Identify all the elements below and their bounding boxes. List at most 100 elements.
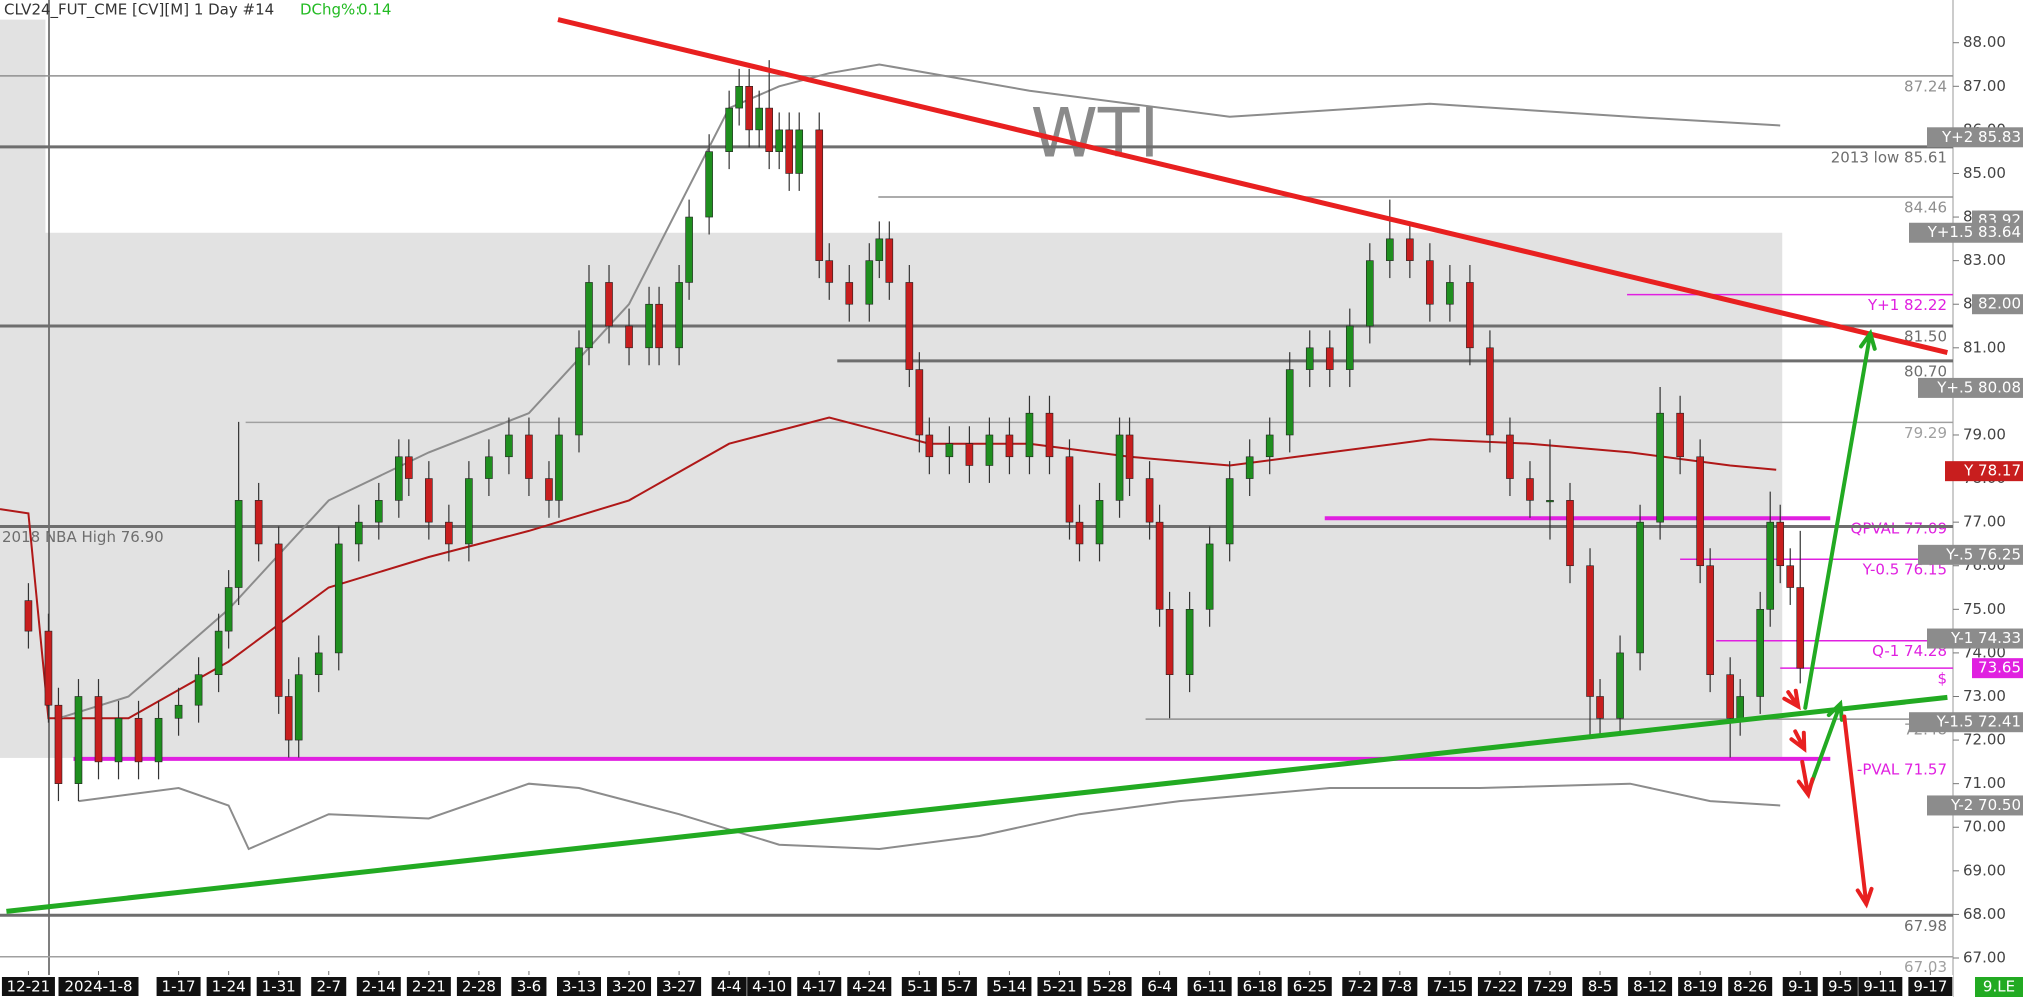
x-tick-label: 5-14 (992, 978, 1026, 996)
x-tick-box (1678, 977, 1723, 996)
candle-body (1596, 696, 1604, 719)
candle-body (725, 107, 733, 152)
candle-body (154, 717, 163, 763)
price-mark-label: Y+.5 80.08 (1936, 378, 2021, 396)
candle-body (555, 434, 563, 501)
candle-body (1205, 543, 1214, 610)
x-tick-box (1782, 977, 1818, 996)
projection-arrow (1789, 729, 1807, 753)
candle-body (925, 434, 934, 458)
y-tick-label: 67.00 (1963, 949, 2006, 967)
watermark: WTI (1031, 95, 1160, 174)
candle-body (485, 456, 493, 479)
candle-body (445, 521, 453, 545)
level-label: 80.70 (1904, 362, 1947, 380)
x-tick-label: 7-22 (1483, 978, 1517, 996)
level-label: Y-0.5 76.15 (1862, 561, 1947, 579)
candle-body (525, 434, 533, 479)
candle-body (545, 478, 553, 501)
price-mark-label: 82.00 (1978, 295, 2021, 313)
y-tick-label: 85.00 (1963, 164, 2006, 182)
candle-body (625, 325, 633, 349)
x-tick-box (511, 977, 547, 996)
candle-body (1125, 434, 1134, 479)
badge-box (1975, 977, 2023, 997)
candle-body (395, 456, 403, 501)
x-tick-label: 4-4 (717, 978, 742, 996)
indicator-line (0, 416, 1777, 720)
candle-body (1285, 369, 1294, 436)
projection-arrow (1809, 699, 1844, 786)
x-tick-label: 7-2 (1348, 978, 1373, 996)
y-tick-label: 77.00 (1963, 513, 2006, 531)
candle-body (845, 282, 854, 305)
candle-body (234, 500, 243, 588)
candle-body (1546, 500, 1554, 503)
badge-label: 9.LE (1983, 978, 2015, 996)
x-tick-label: 12-21 (7, 978, 51, 996)
candle-body (44, 630, 53, 706)
y-tick-label: 88.00 (1963, 33, 2006, 51)
level-label: 81.50 (1904, 328, 1947, 346)
candle-body (284, 696, 293, 741)
level-label: $ (1937, 670, 1947, 688)
y-tick-label: 69.00 (1963, 861, 2006, 879)
x-tick-label: 3-27 (662, 978, 696, 996)
candle-body (775, 129, 783, 152)
candle-body (585, 282, 593, 349)
projection-arrow (1803, 328, 1877, 710)
x-tick-box (1037, 977, 1082, 996)
candle-body (1446, 282, 1454, 305)
level-label: 67.03 (1904, 958, 1947, 976)
x-tick-box (657, 977, 702, 996)
x-tick-label: 6-4 (1147, 978, 1172, 996)
x-tick-label: 4-17 (802, 978, 836, 996)
x-tick-box (1342, 977, 1378, 996)
x-tick-label: 7-15 (1433, 978, 1467, 996)
candle-body (1366, 260, 1374, 327)
candle-body (915, 369, 924, 436)
x-tick-box (847, 977, 892, 996)
candle-body (735, 85, 743, 109)
candle-body (354, 521, 363, 545)
candle-body (1526, 478, 1534, 501)
candle-body (765, 107, 773, 152)
price-mark-label: Y-1 74.33 (1950, 629, 2021, 647)
candle-body (865, 260, 874, 305)
x-tick-box (58, 977, 139, 996)
candle-body (1796, 587, 1805, 669)
level-label: 87.24 (1904, 77, 1947, 95)
candle-body (254, 500, 263, 545)
candle-body (1185, 609, 1194, 675)
price-mark-box (1927, 127, 2023, 148)
x-tick-box (456, 977, 501, 996)
candle-body (1566, 500, 1574, 567)
level-label: Y+1 82.22 (1867, 296, 1947, 314)
x-tick-box (901, 977, 937, 996)
x-tick-label: 9-5 (1828, 978, 1853, 996)
candle-body (1706, 565, 1714, 675)
price-mark-label: Y 78.17 (1963, 462, 2021, 480)
candle-body (24, 600, 33, 632)
x-tick-box (1287, 977, 1332, 996)
candle-body (1466, 282, 1474, 349)
x-tick-box (747, 977, 792, 996)
x-tick-label: 3-13 (562, 978, 596, 996)
candle-body (1386, 238, 1394, 261)
level-label: -PVAL 71.57 (1857, 760, 1947, 778)
price-mark-label: Y+1.5 83.64 (1927, 223, 2021, 241)
shaded-zone (0, 232, 1783, 758)
candle-body (1616, 652, 1624, 719)
x-tick-label: 1-31 (262, 978, 296, 996)
x-tick-box (1582, 977, 1618, 996)
candle-body (174, 704, 183, 719)
trendline (557, 17, 1948, 356)
price-mark-label: Y-.5 76.25 (1945, 545, 2021, 563)
candle-body (1696, 456, 1704, 567)
price-mark-box (1927, 795, 2023, 816)
x-tick-label: 3-20 (612, 978, 646, 996)
candle-body (134, 717, 143, 763)
change-label: DChg%: (300, 1, 360, 19)
